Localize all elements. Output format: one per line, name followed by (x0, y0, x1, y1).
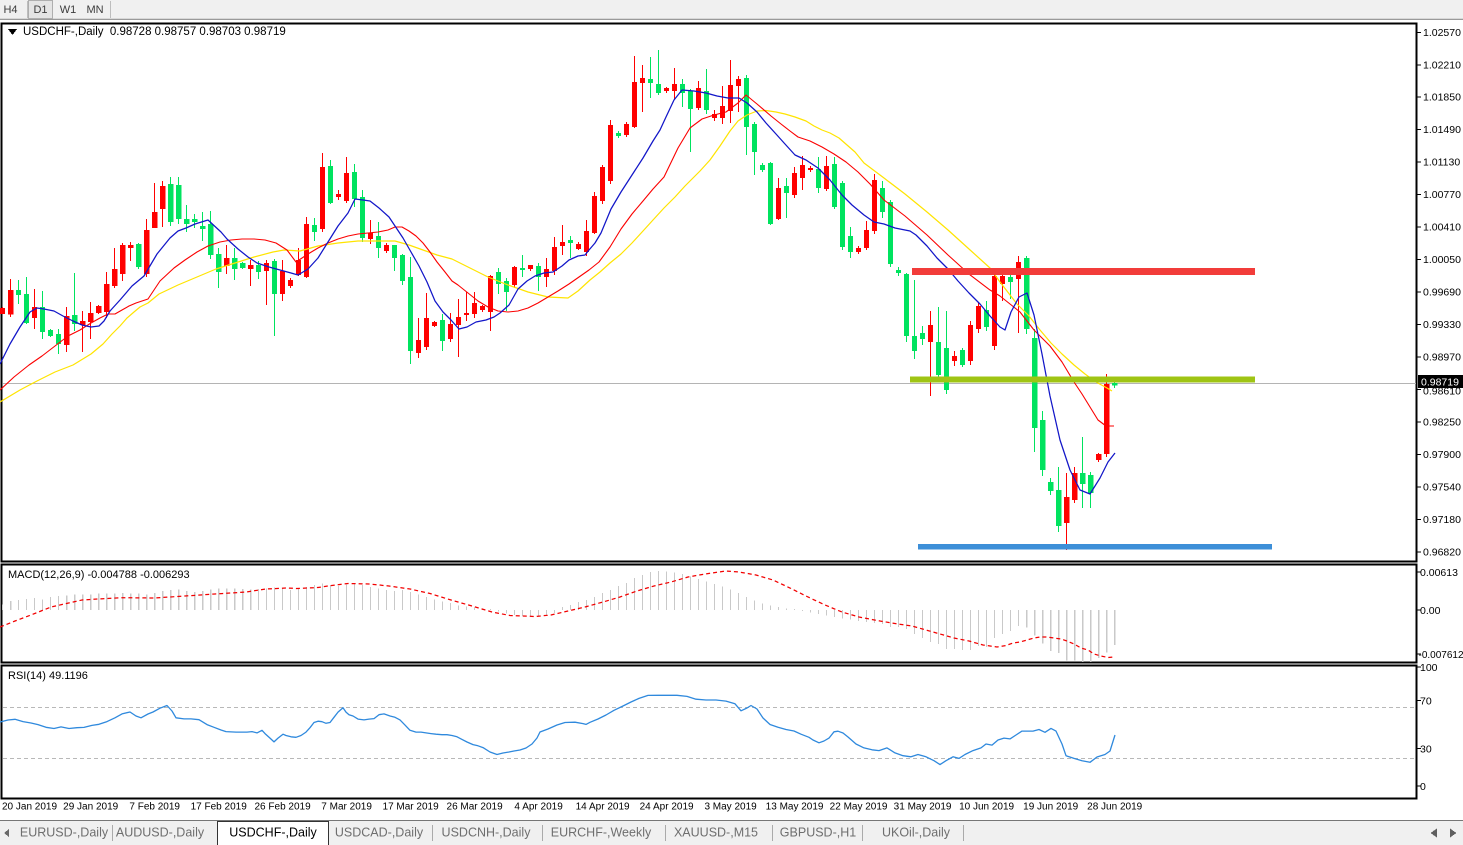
svg-text:0.98719: 0.98719 (1421, 377, 1459, 389)
svg-text:0.00613: 0.00613 (1420, 567, 1458, 579)
svg-text:USDCHF-,Daily: USDCHF-,Daily (229, 826, 317, 840)
svg-text:AUDUSD-,Daily: AUDUSD-,Daily (116, 826, 205, 840)
svg-text:3 May 2019: 3 May 2019 (704, 802, 757, 813)
svg-text:0.97540: 0.97540 (1423, 481, 1461, 493)
svg-text:0.98250: 0.98250 (1423, 416, 1461, 428)
svg-text:0.98610: 0.98610 (1423, 386, 1461, 398)
svg-text:26 Mar 2019: 26 Mar 2019 (447, 802, 504, 813)
svg-text:USDCHF-,Daily 0.98728 0.98757: USDCHF-,Daily 0.98728 0.98757 0.98703 0.… (23, 26, 286, 38)
svg-text:XAUUSD-,M15: XAUUSD-,M15 (674, 826, 758, 840)
svg-text:0.99330: 0.99330 (1423, 319, 1461, 331)
svg-text:MACD(12,26,9) -0.004788 -0.006: MACD(12,26,9) -0.004788 -0.006293 (8, 569, 190, 581)
svg-text:14 Apr 2019: 14 Apr 2019 (576, 802, 630, 813)
svg-text:0.97180: 0.97180 (1423, 514, 1461, 526)
svg-text:31 May 2019: 31 May 2019 (894, 802, 952, 813)
svg-text:-0.007612: -0.007612 (1419, 650, 1463, 661)
svg-text:26 Feb 2019: 26 Feb 2019 (255, 802, 312, 813)
svg-text:29 Jan 2019: 29 Jan 2019 (63, 802, 118, 813)
svg-text:1.00770: 1.00770 (1423, 189, 1461, 201)
svg-text:0.97900: 0.97900 (1423, 449, 1461, 461)
svg-text:1.01850: 1.01850 (1423, 92, 1461, 104)
svg-text:MN: MN (86, 4, 103, 16)
svg-text:1.01130: 1.01130 (1423, 157, 1460, 169)
svg-text:1.00410: 1.00410 (1423, 222, 1461, 234)
svg-text:4 Apr 2019: 4 Apr 2019 (514, 802, 563, 813)
svg-text:EURUSD-,Daily: EURUSD-,Daily (20, 826, 109, 840)
svg-text:13 May 2019: 13 May 2019 (766, 802, 824, 813)
svg-text:7 Mar 2019: 7 Mar 2019 (321, 802, 372, 813)
svg-text:100: 100 (1420, 662, 1438, 674)
svg-text:28 Jun 2019: 28 Jun 2019 (1087, 802, 1142, 813)
svg-text:17 Mar 2019: 17 Mar 2019 (383, 802, 440, 813)
svg-text:1.01490: 1.01490 (1423, 124, 1461, 136)
svg-text:7 Feb 2019: 7 Feb 2019 (129, 802, 180, 813)
svg-text:70: 70 (1420, 696, 1432, 708)
svg-text:0: 0 (1420, 781, 1426, 793)
svg-text:H4: H4 (3, 4, 17, 16)
svg-text:0.99690: 0.99690 (1423, 287, 1461, 299)
svg-text:EURCHF-,Weekly: EURCHF-,Weekly (551, 826, 652, 840)
svg-text:RSI(14) 49.1196: RSI(14) 49.1196 (8, 670, 88, 682)
svg-text:1.02570: 1.02570 (1423, 27, 1461, 39)
svg-text:24 Apr 2019: 24 Apr 2019 (640, 802, 694, 813)
svg-text:10 Jun 2019: 10 Jun 2019 (959, 802, 1014, 813)
svg-text:D1: D1 (33, 4, 47, 16)
svg-text:22 May 2019: 22 May 2019 (830, 802, 888, 813)
svg-text:1.00050: 1.00050 (1423, 254, 1461, 266)
svg-text:USDCAD-,Daily: USDCAD-,Daily (335, 826, 424, 840)
svg-text:30: 30 (1420, 744, 1432, 756)
svg-text:GBPUSD-,H1: GBPUSD-,H1 (780, 826, 856, 840)
svg-text:USDCNH-,Daily: USDCNH-,Daily (442, 826, 532, 840)
svg-text:1.02210: 1.02210 (1423, 59, 1461, 71)
svg-text:17 Feb 2019: 17 Feb 2019 (191, 802, 248, 813)
svg-text:W1: W1 (60, 4, 77, 16)
svg-text:0.98970: 0.98970 (1423, 352, 1461, 364)
svg-text:0.96820: 0.96820 (1423, 546, 1461, 558)
svg-text:20 Jan 2019: 20 Jan 2019 (2, 802, 57, 813)
svg-text:0.00: 0.00 (1420, 605, 1441, 617)
svg-text:UKOil-,Daily: UKOil-,Daily (882, 826, 951, 840)
svg-text:19 Jun 2019: 19 Jun 2019 (1023, 802, 1078, 813)
